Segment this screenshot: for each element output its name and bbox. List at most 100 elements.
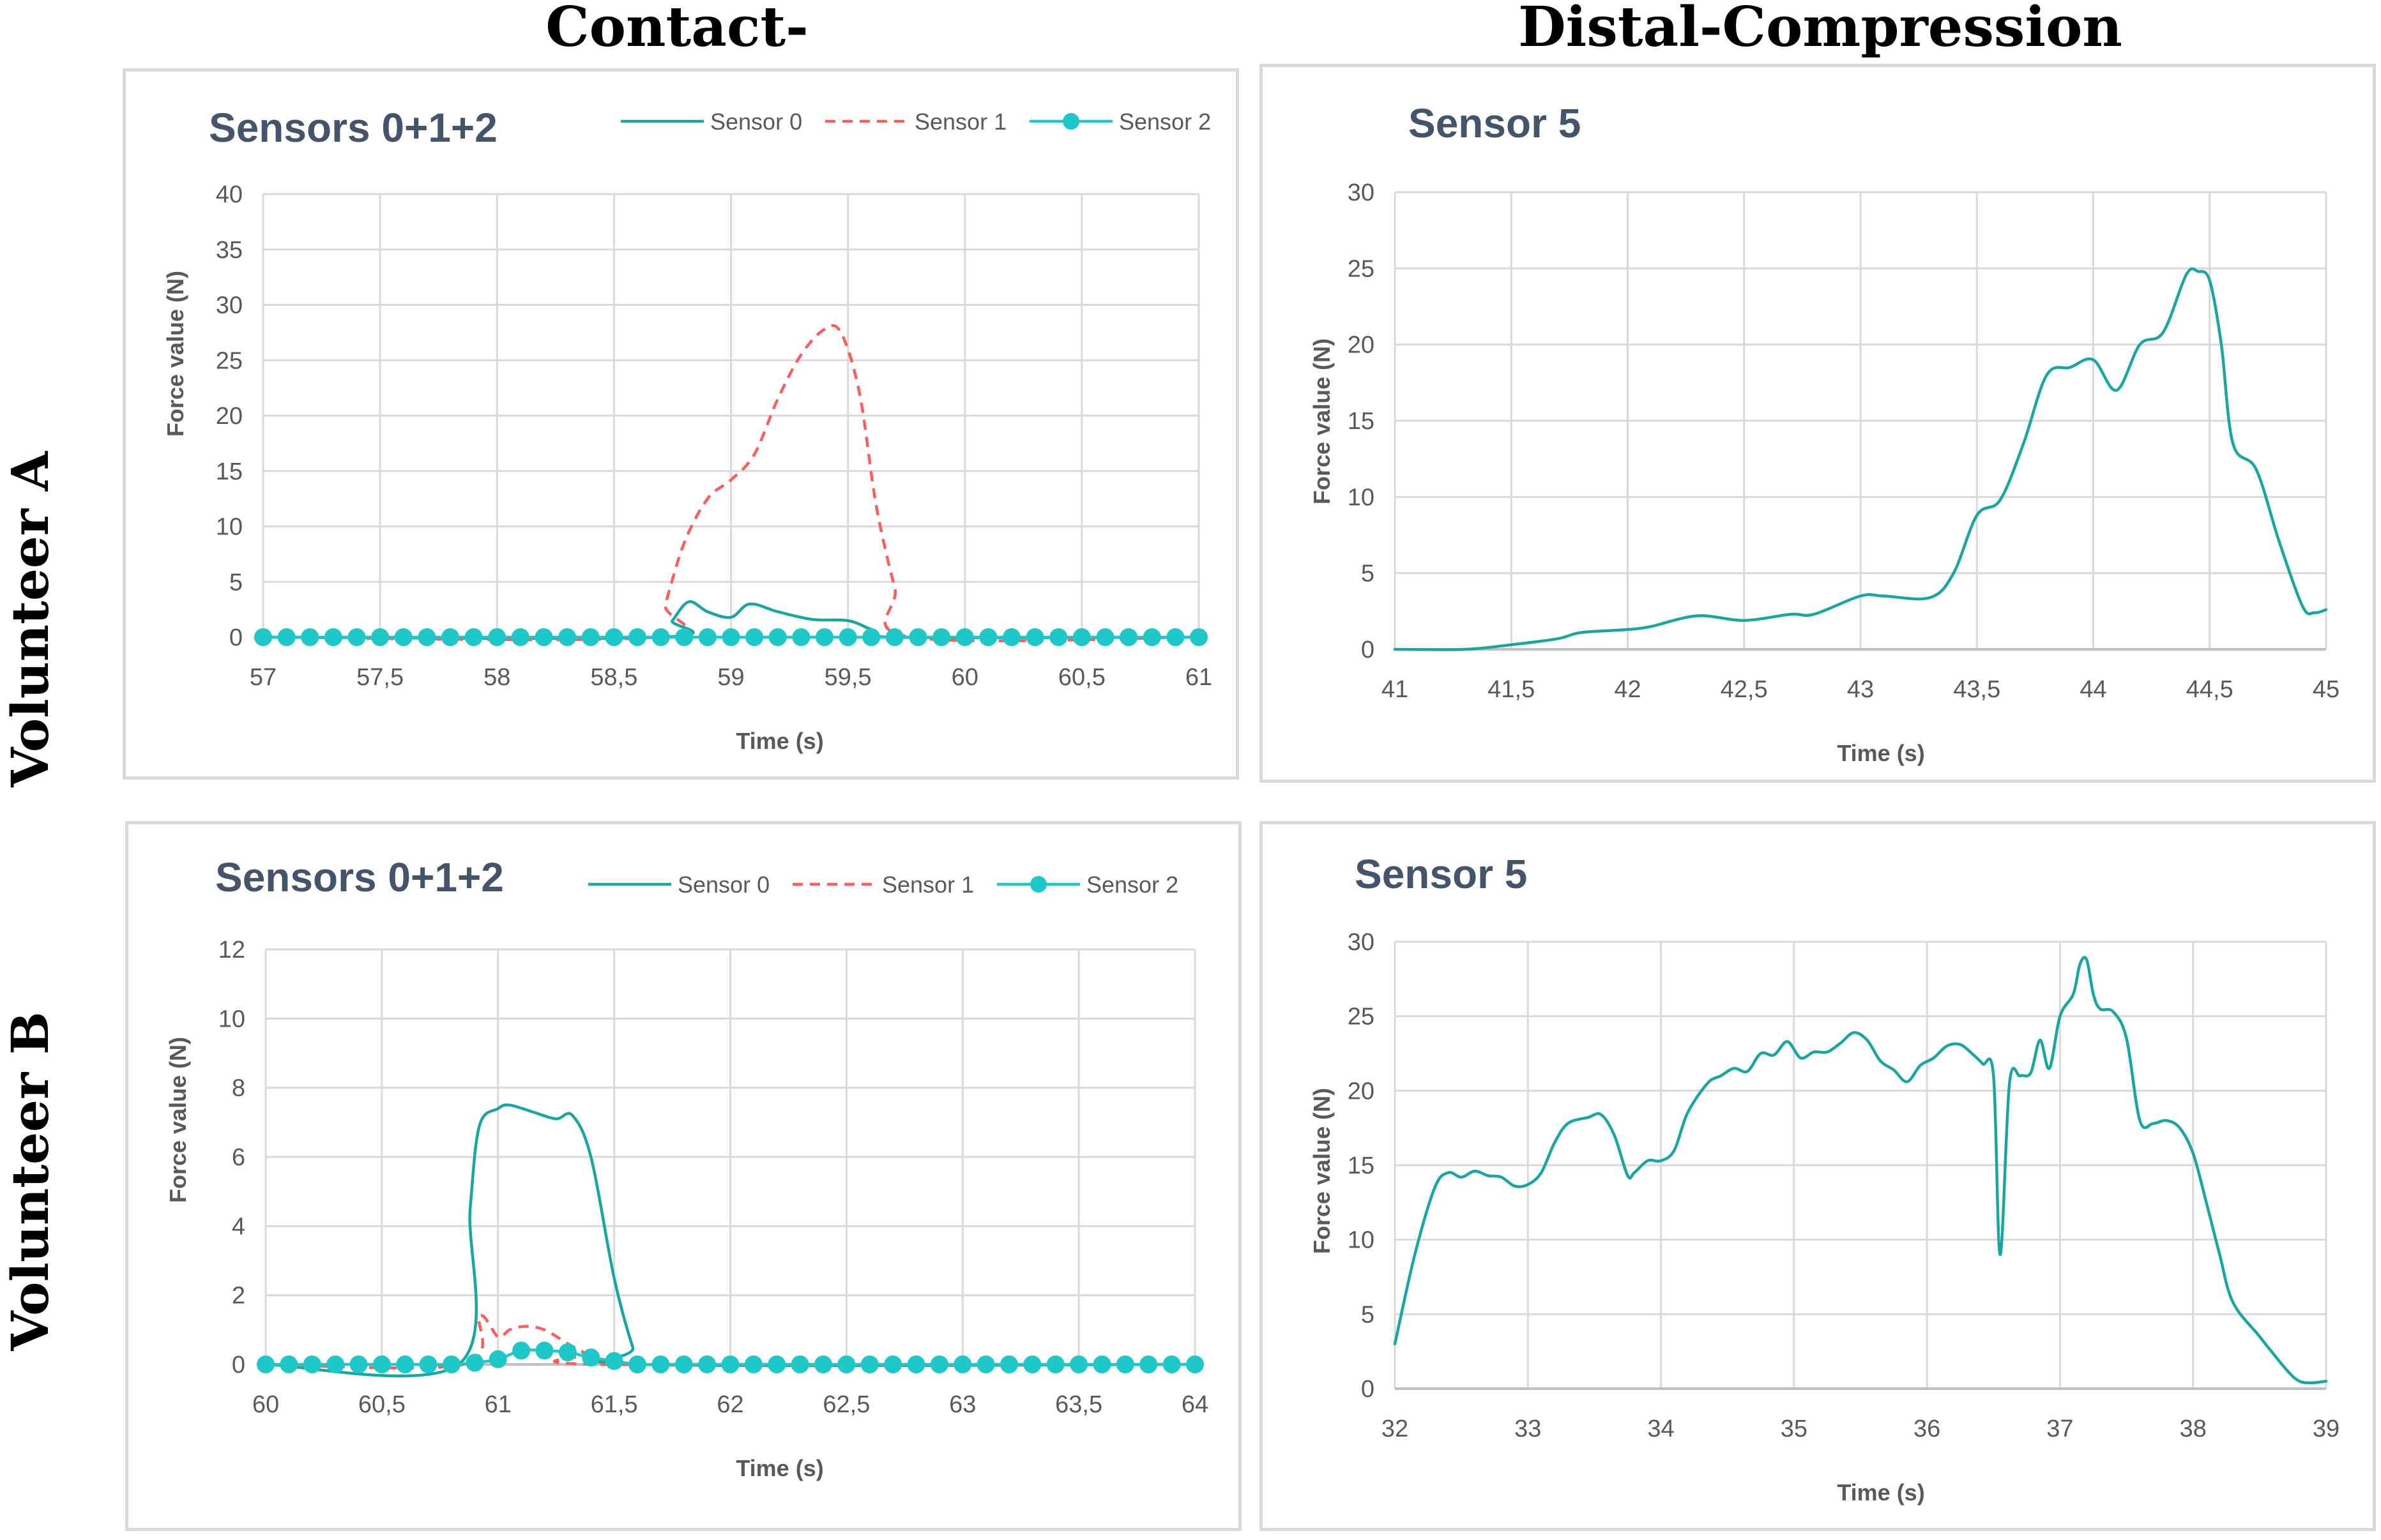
data-point-sensor-2 <box>816 628 833 646</box>
y-axis-label: Force value (N) <box>162 271 188 437</box>
data-point-sensor-2 <box>1003 628 1021 646</box>
x-tick-label: 38 <box>2180 1415 2207 1442</box>
data-point-sensor-2 <box>558 628 577 646</box>
data-point-sensor-2 <box>698 1355 717 1373</box>
data-point-sensor-2 <box>558 1343 577 1362</box>
data-point-sensor-2 <box>1190 628 1208 646</box>
data-point-sensor-2 <box>1116 1355 1134 1373</box>
data-point-sensor-2 <box>303 1355 321 1373</box>
data-point-sensor-2 <box>1139 1355 1158 1373</box>
row-title-volunteer-b: Volunteer B <box>0 1011 60 1351</box>
data-point-sensor-2 <box>441 628 459 646</box>
x-tick-label: 42,5 <box>1721 676 1768 703</box>
y-tick-label: 25 <box>1348 1004 1374 1030</box>
data-point-sensor-2 <box>582 1348 600 1367</box>
data-point-sensor-2 <box>651 1355 670 1373</box>
data-point-sensor-2 <box>418 628 436 646</box>
data-point-sensor-2 <box>605 628 623 646</box>
data-point-sensor-2 <box>651 628 670 646</box>
chart-panel-volunteer-b-distal-compression: Sensor 5 0 5 10 15 20 25 30 32 33 34 35 36 37 38 39 Time… <box>1259 821 2376 1531</box>
x-tick-label: 57,5 <box>356 664 404 691</box>
chart-panel-volunteer-a-contact-grip: Sensors 0+1+2 0 5 10 15 20 25 30 35 40 57 57,5 58 58,… <box>123 68 1239 780</box>
data-point-sensor-2 <box>1000 1355 1018 1373</box>
x-tick-label: 61 <box>485 1391 512 1418</box>
x-tick-label: 60,5 <box>358 1391 406 1418</box>
chart-title: Sensor 5 <box>1408 100 1581 146</box>
y-tick-label: 4 <box>232 1213 245 1240</box>
data-point-sensor-2 <box>489 1350 507 1368</box>
data-point-sensor-2 <box>1143 628 1161 646</box>
data-point-sensor-2 <box>977 1355 995 1373</box>
y-tick-label: 25 <box>1348 255 1374 282</box>
x-tick-label: 41,5 <box>1487 676 1535 703</box>
legend-label-sensor-1: Sensor 1 <box>915 109 1007 135</box>
x-tick-label: 34 <box>1647 1415 1674 1442</box>
chart-title: Sensors 0+1+2 <box>215 854 504 900</box>
y-tick-label: 2 <box>232 1283 245 1310</box>
legend-marker-sensor-2 <box>1063 113 1079 130</box>
x-tick-label: 63,5 <box>1055 1391 1102 1418</box>
x-tick-label: 44,5 <box>2186 676 2233 703</box>
x-tick-label: 62 <box>717 1391 743 1418</box>
data-point-sensor-2 <box>744 1355 763 1373</box>
data-point-sensor-2 <box>979 628 998 646</box>
y-tick-label: 15 <box>216 458 243 485</box>
y-tick-label: 8 <box>232 1075 245 1102</box>
data-point-sensor-2 <box>396 1355 415 1373</box>
y-tick-label: 10 <box>1348 484 1374 511</box>
y-tick-label: 15 <box>1348 408 1374 435</box>
x-tick-label: 59,5 <box>825 664 872 691</box>
data-point-sensor-2 <box>721 1355 740 1373</box>
x-tick-label: 41 <box>1381 676 1408 703</box>
data-point-sensor-2 <box>605 1352 623 1370</box>
x-tick-label: 58,5 <box>590 664 637 691</box>
data-point-sensor-2 <box>1166 628 1185 646</box>
data-point-sensor-2 <box>1120 628 1138 646</box>
data-point-sensor-2 <box>1072 628 1091 646</box>
data-point-sensor-2 <box>837 1355 856 1373</box>
data-point-sensor-2 <box>791 1355 809 1373</box>
data-point-sensor-2 <box>675 628 694 646</box>
x-tick-label: 39 <box>2313 1415 2339 1442</box>
data-point-sensor-2 <box>884 1355 902 1373</box>
data-point-sensor-2 <box>839 628 857 646</box>
data-point-sensor-2 <box>394 628 413 646</box>
data-point-sensor-2 <box>814 1355 832 1373</box>
y-axis-label: Force value (N) <box>165 1037 191 1203</box>
data-point-sensor-2 <box>280 1355 298 1373</box>
data-point-sensor-2 <box>860 1355 879 1373</box>
y-tick-label: 10 <box>1348 1227 1374 1254</box>
data-point-sensor-2 <box>1186 1355 1204 1373</box>
data-point-sensor-2 <box>488 628 506 646</box>
data-point-sensor-2 <box>443 1355 460 1373</box>
data-point-sensor-2 <box>464 628 483 646</box>
x-tick-label: 58 <box>483 664 510 691</box>
legend-marker-sensor-2 <box>1030 876 1047 893</box>
x-tick-label: 44 <box>2080 676 2106 703</box>
y-tick-label: 10 <box>218 1006 245 1032</box>
row-title-volunteer-a: Volunteer A <box>0 451 60 787</box>
data-point-sensor-2 <box>535 1341 554 1360</box>
x-tick-label: 61 <box>1185 664 1212 691</box>
x-tick-label: 35 <box>1781 1415 1807 1442</box>
legend-label-sensor-2: Sensor 2 <box>1086 872 1178 898</box>
x-tick-label: 61,5 <box>591 1391 638 1418</box>
data-point-sensor-2 <box>698 628 717 646</box>
data-point-sensor-2 <box>347 628 366 646</box>
chart-title: Sensors 0+1+2 <box>209 105 498 151</box>
legend-label-sensor-1: Sensor 1 <box>882 872 974 898</box>
y-axis-label: Force value (N) <box>1309 1088 1335 1254</box>
y-tick-label: 20 <box>216 403 243 430</box>
x-tick-label: 63 <box>949 1391 976 1418</box>
chart-volunteer-a-distal-compression: Sensor 5 0 5 10 15 20 25 30 41 41,5 42 42,5 43 43,5 44… <box>1309 100 2339 766</box>
chart-volunteer-b-contact-grip: Sensors 0+1+2 0 2 4 6 8 10 12 60 60,5 61 61,5 62 62,5… <box>165 854 1208 1481</box>
data-point-sensor-2 <box>1046 1355 1065 1373</box>
chart-title: Sensor 5 <box>1355 851 1527 897</box>
data-point-sensor-2 <box>301 628 319 646</box>
series-line-sensor-5 <box>1393 956 2328 1385</box>
data-point-sensor-2 <box>371 628 390 646</box>
x-axis-label: Time (s) <box>736 1455 823 1481</box>
y-tick-label: 35 <box>216 237 243 264</box>
data-point-sensor-2 <box>954 1355 972 1373</box>
chart-panel-volunteer-a-distal-compression: Sensor 5 0 5 10 15 20 25 30 41 41,5 42 42,5 43 43,5 44… <box>1259 64 2376 783</box>
